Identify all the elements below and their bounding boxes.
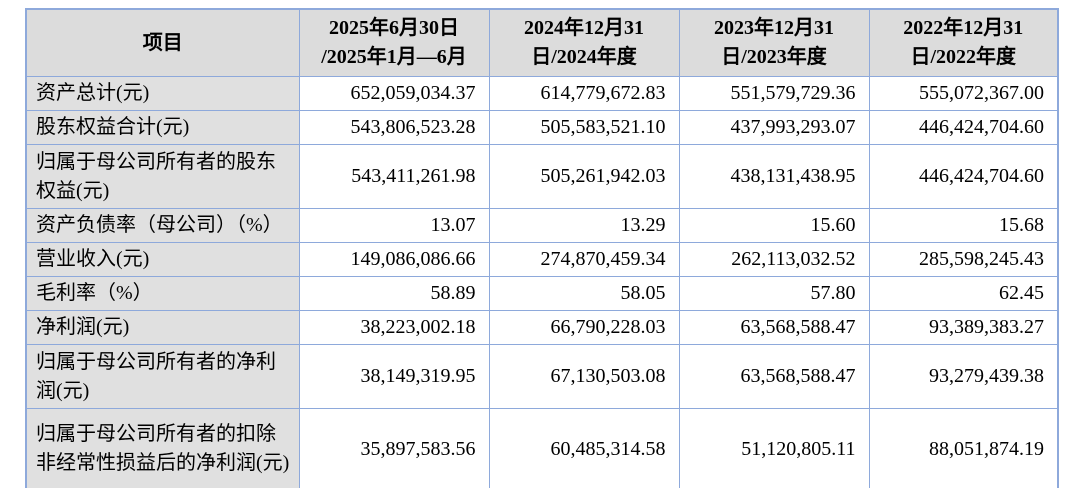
cell-value: 15.68 [868, 208, 1059, 243]
cell-value: 58.89 [298, 276, 490, 311]
cell-value: 67,130,503.08 [488, 344, 680, 409]
header-period-2025: 2025年6月30日 /2025年1月—6月 [298, 8, 490, 77]
header-period-2024: 2024年12月31 日/2024年度 [488, 8, 680, 77]
cell-value: 614,779,672.83 [488, 76, 680, 111]
row-label: 归属于母公司所有者的股东权益(元) [25, 144, 300, 209]
row-label: 归属于母公司所有者的扣除非经常性损益后的净利润(元) [25, 408, 300, 488]
row-label: 营业收入(元) [25, 242, 300, 277]
cell-value: 149,086,086.66 [298, 242, 490, 277]
cell-value: 446,424,704.60 [868, 110, 1059, 145]
header-item: 项目 [25, 8, 300, 77]
cell-value: 652,059,034.37 [298, 76, 490, 111]
table-row-total-assets: 资产总计(元) 652,059,034.37 614,779,672.83 55… [25, 76, 1059, 111]
financial-summary-table: 项目 2025年6月30日 /2025年1月—6月 2024年12月31 日/2… [25, 8, 1059, 488]
cell-value: 437,993,293.07 [678, 110, 870, 145]
cell-value: 505,261,942.03 [488, 144, 680, 209]
cell-value: 543,411,261.98 [298, 144, 490, 209]
cell-value: 58.05 [488, 276, 680, 311]
cell-value: 60,485,314.58 [488, 408, 680, 488]
cell-value: 63,568,588.47 [678, 310, 870, 345]
table-row-parent-net-profit: 归属于母公司所有者的净利润(元) 38,149,319.95 67,130,50… [25, 344, 1059, 409]
cell-value: 551,579,729.36 [678, 76, 870, 111]
header-period-2022: 2022年12月31 日/2022年度 [868, 8, 1059, 77]
cell-value: 15.60 [678, 208, 870, 243]
cell-value: 66,790,228.03 [488, 310, 680, 345]
row-label: 资产总计(元) [25, 76, 300, 111]
cell-value: 93,279,439.38 [868, 344, 1059, 409]
table-row-parent-equity: 归属于母公司所有者的股东权益(元) 543,411,261.98 505,261… [25, 144, 1059, 209]
row-label: 毛利率（%） [25, 276, 300, 311]
table-row-debt-ratio: 资产负债率（母公司）（%） 13.07 13.29 15.60 15.68 [25, 208, 1059, 243]
table-row-net-profit: 净利润(元) 38,223,002.18 66,790,228.03 63,56… [25, 310, 1059, 345]
cell-value: 38,149,319.95 [298, 344, 490, 409]
cell-value: 63,568,588.47 [678, 344, 870, 409]
table-row-parent-net-profit-deducted: 归属于母公司所有者的扣除非经常性损益后的净利润(元) 35,897,583.56… [25, 408, 1059, 488]
cell-value: 446,424,704.60 [868, 144, 1059, 209]
cell-value: 93,389,383.27 [868, 310, 1059, 345]
header-row: 项目 2025年6月30日 /2025年1月—6月 2024年12月31 日/2… [25, 8, 1059, 77]
cell-value: 13.07 [298, 208, 490, 243]
row-label: 归属于母公司所有者的净利润(元) [25, 344, 300, 409]
table-row-gross-margin: 毛利率（%） 58.89 58.05 57.80 62.45 [25, 276, 1059, 311]
cell-value: 35,897,583.56 [298, 408, 490, 488]
cell-value: 505,583,521.10 [488, 110, 680, 145]
cell-value: 38,223,002.18 [298, 310, 490, 345]
row-label: 资产负债率（母公司）（%） [25, 208, 300, 243]
row-label: 股东权益合计(元) [25, 110, 300, 145]
cell-value: 438,131,438.95 [678, 144, 870, 209]
cell-value: 57.80 [678, 276, 870, 311]
row-label: 净利润(元) [25, 310, 300, 345]
cell-value: 555,072,367.00 [868, 76, 1059, 111]
cell-value: 62.45 [868, 276, 1059, 311]
table-row-revenue: 营业收入(元) 149,086,086.66 274,870,459.34 26… [25, 242, 1059, 277]
header-period-2023: 2023年12月31 日/2023年度 [678, 8, 870, 77]
cell-value: 51,120,805.11 [678, 408, 870, 488]
cell-value: 274,870,459.34 [488, 242, 680, 277]
cell-value: 543,806,523.28 [298, 110, 490, 145]
cell-value: 88,051,874.19 [868, 408, 1059, 488]
cell-value: 13.29 [488, 208, 680, 243]
table-row-total-equity: 股东权益合计(元) 543,806,523.28 505,583,521.10 … [25, 110, 1059, 145]
cell-value: 285,598,245.43 [868, 242, 1059, 277]
cell-value: 262,113,032.52 [678, 242, 870, 277]
